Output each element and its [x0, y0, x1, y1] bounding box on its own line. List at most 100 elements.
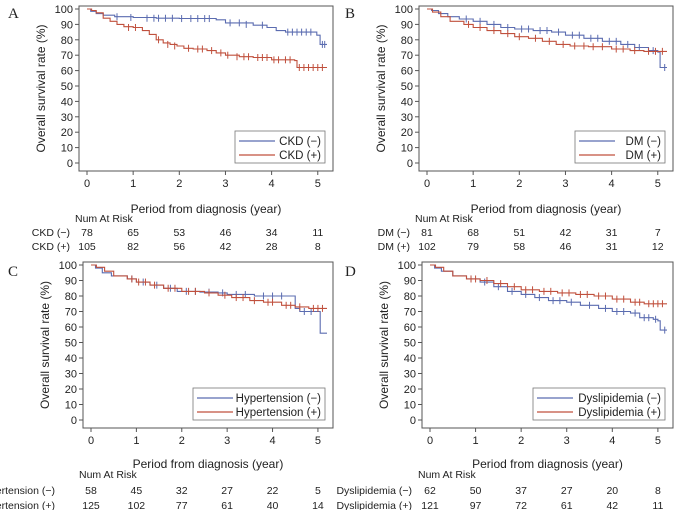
y-tick-label: 40 — [404, 353, 416, 365]
y-tick-label: 80 — [401, 35, 413, 47]
risk-table-title: Num At Risk — [75, 213, 134, 225]
x-tick-label: 1 — [130, 178, 136, 190]
risk-value: 42 — [606, 500, 618, 510]
x-tick-label: 5 — [315, 178, 321, 190]
x-tick-label: 0 — [427, 435, 433, 447]
survival-curve — [430, 264, 667, 305]
panel-letter: D — [345, 264, 356, 280]
risk-value: 78 — [81, 227, 93, 239]
legend-label: DM (−) — [626, 136, 662, 148]
legend-label: CKD (+) — [279, 150, 321, 162]
survival-curve — [427, 8, 667, 52]
risk-row-label: Dyslipidemia (−) — [336, 485, 412, 497]
survival-curve — [87, 8, 327, 69]
risk-value: 102 — [418, 241, 436, 253]
y-tick-label: 100 — [398, 260, 416, 272]
x-tick-label: 3 — [562, 178, 568, 190]
y-tick-label: 70 — [404, 307, 416, 319]
x-tick-label: 2 — [518, 435, 524, 447]
survival-curve — [91, 264, 327, 309]
legend-label: Hypertension (−) — [236, 393, 321, 405]
x-tick-label: 4 — [609, 178, 615, 190]
y-tick-label: 20 — [401, 127, 413, 139]
y-tick-label: 0 — [67, 158, 73, 170]
risk-table-title: Num At Risk — [415, 213, 474, 225]
risk-value: 56 — [173, 241, 185, 253]
risk-value: 50 — [470, 485, 482, 497]
y-tick-label: 20 — [65, 384, 77, 396]
x-tick-label: 2 — [179, 435, 185, 447]
y-tick-label: 70 — [401, 50, 413, 62]
y-tick-label: 30 — [401, 112, 413, 124]
risk-value: 58 — [513, 241, 525, 253]
y-tick-label: 50 — [65, 338, 77, 350]
risk-value: 77 — [176, 500, 188, 510]
y-tick-label: 40 — [61, 96, 73, 108]
risk-value: 12 — [652, 241, 664, 253]
x-tick-label: 5 — [655, 178, 661, 190]
x-tick-label: 2 — [516, 178, 522, 190]
y-tick-label: 90 — [65, 276, 77, 288]
legend-label: Dyslipidemia (+) — [578, 407, 661, 419]
risk-row-label: Dyslipidemia (+) — [336, 500, 412, 510]
plot-frame — [421, 261, 674, 429]
risk-row-label: DM (+) — [378, 241, 410, 253]
risk-value: 45 — [131, 485, 143, 497]
risk-value: 40 — [267, 500, 279, 510]
x-tick-label: 1 — [470, 178, 476, 190]
x-axis-label: Period from diagnosis (year) — [131, 202, 282, 216]
risk-value: 34 — [266, 227, 278, 239]
y-tick-label: 80 — [404, 291, 416, 303]
y-tick-label: 30 — [61, 112, 73, 124]
panel-letter: A — [8, 6, 19, 22]
risk-row-label: DM (−) — [378, 227, 410, 239]
risk-row-label: CKD (−) — [32, 227, 70, 239]
y-tick-label: 10 — [404, 400, 416, 412]
risk-row-label: Hypertension (−) — [0, 485, 55, 497]
risk-row-label: CKD (+) — [32, 241, 70, 253]
risk-value: 20 — [606, 485, 618, 497]
risk-value: 31 — [606, 227, 618, 239]
y-tick-label: 60 — [61, 66, 73, 78]
y-axis-label: Overall survival rate (%) — [38, 281, 52, 409]
y-tick-label: 80 — [65, 291, 77, 303]
y-tick-label: 50 — [61, 81, 73, 93]
survival-curve — [427, 8, 667, 69]
y-tick-label: 0 — [410, 415, 416, 427]
risk-value: 5 — [315, 485, 321, 497]
series-positive — [91, 264, 327, 312]
y-tick-label: 50 — [404, 338, 416, 350]
y-tick-label: 60 — [65, 322, 77, 334]
risk-value: 79 — [467, 241, 479, 253]
y-tick-label: 100 — [395, 4, 413, 16]
risk-value: 32 — [176, 485, 188, 497]
y-tick-label: 40 — [65, 353, 77, 365]
y-tick-label: 10 — [401, 143, 413, 155]
series-positive — [430, 264, 667, 308]
plot-frame — [78, 5, 334, 172]
panel-letter: B — [345, 6, 355, 22]
y-tick-label: 80 — [61, 35, 73, 47]
risk-value: 62 — [424, 485, 436, 497]
x-tick-label: 5 — [315, 435, 321, 447]
survival-curve — [91, 264, 327, 334]
x-tick-label: 3 — [564, 435, 570, 447]
y-tick-label: 60 — [401, 66, 413, 78]
legend-label: CKD (−) — [279, 136, 321, 148]
survival-curve — [430, 264, 667, 331]
risk-value: 11 — [652, 500, 663, 510]
risk-value: 8 — [315, 241, 321, 253]
legend-label: Dyslipidemia (−) — [578, 393, 661, 405]
x-axis-label: Period from diagnosis (year) — [133, 457, 284, 471]
risk-value: 28 — [266, 241, 278, 253]
risk-value: 82 — [127, 241, 139, 253]
risk-value: 11 — [312, 227, 323, 239]
y-tick-label: 40 — [401, 96, 413, 108]
risk-value: 14 — [312, 500, 324, 510]
y-tick-label: 0 — [71, 415, 77, 427]
risk-value: 102 — [128, 500, 146, 510]
risk-table-title: Num At Risk — [418, 469, 477, 481]
risk-value: 7 — [655, 227, 661, 239]
